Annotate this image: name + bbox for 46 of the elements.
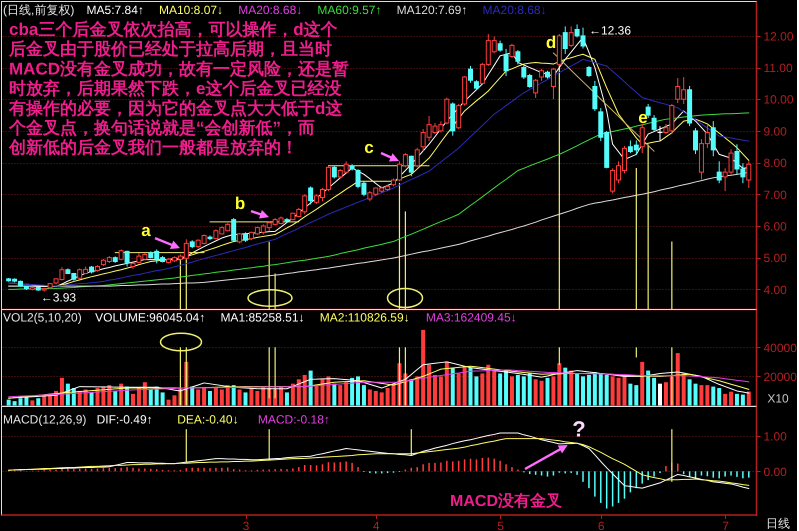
y-tick-label: 40000: [764, 340, 798, 355]
x-tick-label: 4: [372, 519, 380, 531]
y-tick-label: 1.00: [764, 430, 788, 444]
text: DIF:-0.49↑: [96, 412, 153, 426]
text: MA60:9.57↑: [317, 3, 382, 17]
text: MA10:8.07↓: [159, 3, 224, 17]
y-tick-label: 10.00: [764, 92, 794, 107]
text: MA5:7.84↑: [86, 3, 144, 17]
y-tick-label: 11.00: [764, 61, 793, 76]
annotation: d: [546, 33, 556, 52]
x-tick-label: 5: [497, 519, 504, 531]
annotation: MA1:85258.51↓: [220, 310, 305, 325]
annotation: VOLUME:96045.04↑: [95, 310, 206, 325]
y-tick-label: 7.00: [764, 188, 788, 202]
y-tick-label: 12.00: [764, 29, 794, 44]
chart-title: (日线,前复权): [3, 3, 74, 17]
text: DEA:-0.40↓: [177, 412, 239, 426]
x-tick-label: 7: [722, 519, 730, 531]
text: MA120:7.69↑: [396, 3, 468, 17]
x-tick-label: 6: [598, 519, 605, 531]
annotation: ←12.36: [589, 24, 632, 38]
annotation: a: [141, 221, 152, 240]
x-axis-title: 日线: [766, 516, 790, 530]
annotation: MACD没有金叉: [450, 492, 562, 510]
text: MA3:162409.45↓: [426, 310, 517, 325]
annotation: MACD:-0.18↑: [258, 412, 330, 426]
y-tick-label: 5.00: [764, 251, 788, 266]
annotation: ?: [572, 416, 586, 442]
y-tick-label: 0.00: [764, 464, 788, 479]
y-tick-label: 8.00: [764, 156, 788, 170]
annotation: ←3.93: [40, 290, 76, 305]
annotation: c: [364, 138, 374, 158]
y-tick-label: 4.00: [764, 282, 788, 297]
y-tick-label: 9.00: [764, 124, 788, 138]
annotation: e: [638, 108, 648, 128]
y-tick-label: 20000: [764, 370, 798, 384]
x-tick-label: 3: [242, 519, 250, 531]
chart-title: VOL2(5,10,20): [3, 310, 82, 325]
text: MACD(12,26,9): [3, 412, 86, 426]
annotation: cba三个后金叉依次抬高，可以操作，d这个后金叉由于股价已经处于拉高后期，且当时MACD没有金叉成功，故有一定风险，还是暂时放弃，后期果然下跌，e这个后金叉已经没有操作的必要，因为它的金叉点大大低于d这个金叉点，换句话说就是“会创新低”，而创新低的后金叉我们一般都是放弃的！: [8, 20, 349, 158]
y-axis-title: X10: [767, 392, 789, 406]
legend-label: MA20:8.68↓: [238, 3, 302, 17]
y-tick-label: 6.00: [764, 219, 788, 234]
text: MA20:8.68↓: [482, 3, 547, 17]
legend-label: MA2:110826.59↓: [320, 310, 410, 325]
annotation: b: [234, 194, 246, 214]
